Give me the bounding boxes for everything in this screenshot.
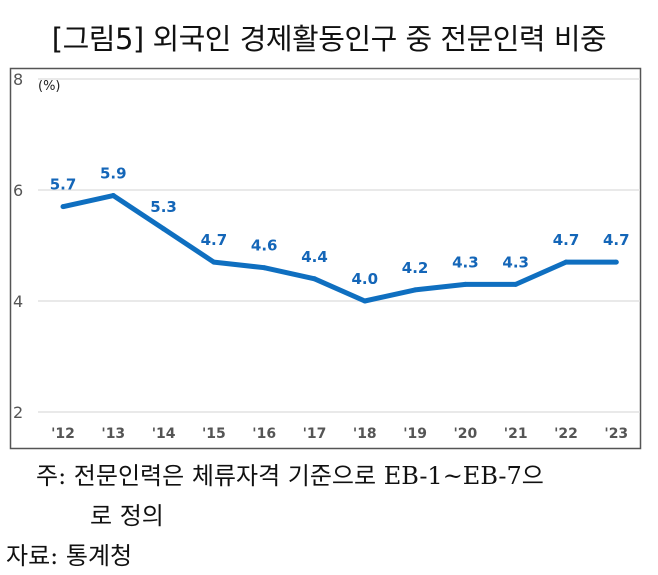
note-line-2: 로 정의 xyxy=(90,502,164,530)
x-tick-label: '18 xyxy=(353,426,377,442)
data-label: 4.2 xyxy=(402,259,429,277)
series-line xyxy=(62,193,617,304)
data-point xyxy=(613,259,619,265)
data-point xyxy=(412,287,418,293)
y-tick-label: 4 xyxy=(13,292,23,311)
data-label: 5.7 xyxy=(50,176,77,194)
data-label: 4.7 xyxy=(603,231,630,249)
data-point xyxy=(563,259,569,265)
x-tick-label: '20 xyxy=(454,426,478,442)
unit-label: (%) xyxy=(38,79,61,94)
y-tick-label: 8 xyxy=(13,70,23,89)
data-label: 4.0 xyxy=(352,270,379,288)
x-tick-label: '17 xyxy=(303,426,327,442)
x-tick-label: '13 xyxy=(101,426,125,442)
data-label: 4.3 xyxy=(502,253,529,271)
data-point xyxy=(362,298,368,304)
y-tick-label: 6 xyxy=(13,181,23,200)
data-point xyxy=(312,276,317,282)
y-tick-label: 2 xyxy=(13,403,23,422)
note-line-1: 주: 전문인력은 체류자격 기준으로 EB-1~EB-7으 xyxy=(36,462,544,490)
data-label: 4.4 xyxy=(301,248,328,266)
x-tick-label: '23 xyxy=(604,426,628,442)
data-point xyxy=(462,281,468,287)
x-tick-label: '14 xyxy=(152,426,176,442)
data-point xyxy=(60,204,66,210)
x-tick-label: '12 xyxy=(51,426,75,442)
data-point xyxy=(110,193,116,199)
x-tick-label: '19 xyxy=(403,426,427,442)
data-point xyxy=(211,259,217,265)
data-label: 4.7 xyxy=(201,231,228,249)
data-label: 5.3 xyxy=(150,198,177,216)
x-tick-label: '21 xyxy=(504,426,528,442)
data-label: 4.6 xyxy=(251,237,278,255)
x-tick-label: '15 xyxy=(202,426,226,442)
data-label: 5.9 xyxy=(100,165,127,183)
data-point xyxy=(261,265,267,271)
plot-frame xyxy=(9,67,642,450)
data-label: 4.7 xyxy=(553,231,580,249)
x-tick-label: '22 xyxy=(554,426,578,442)
source-note: 자료: 통계청 xyxy=(6,542,133,570)
x-tick-label: '16 xyxy=(252,426,276,442)
data-point xyxy=(513,281,519,287)
data-point xyxy=(161,226,167,232)
chart-title: [그림5] 외국인 경제활동인구 중 전문인력 비중 xyxy=(51,22,607,56)
data-label: 4.3 xyxy=(452,253,479,271)
